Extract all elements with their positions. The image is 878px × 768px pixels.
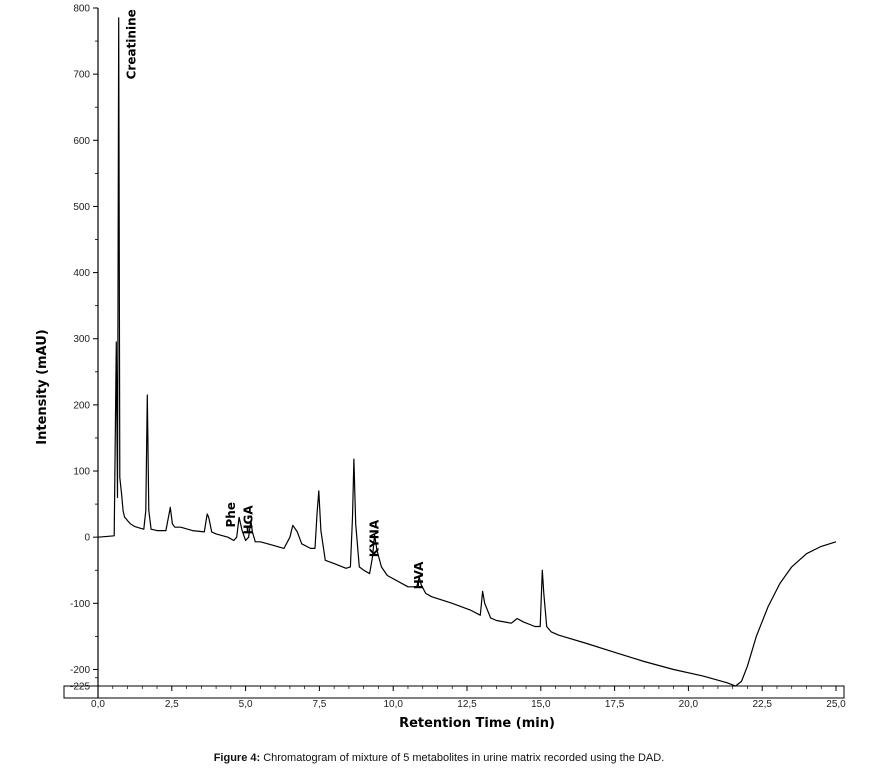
y-tick-label: 400 (73, 268, 90, 279)
peak-label-hga: HGA (241, 505, 255, 535)
peak-label-phe: Phe (224, 502, 238, 527)
y-tick-label: 0 (84, 533, 90, 544)
y-tick-label: -200 (70, 665, 90, 676)
series (97, 17, 837, 687)
figure-caption-text: Chromatogram of mixture of 5 metabolites… (260, 752, 665, 764)
figure-caption-prefix: Figure 4: (213, 752, 261, 764)
x-tick-label: 7,5 (312, 699, 326, 710)
x-tick-label: 25,0 (826, 699, 846, 710)
y-tick-label: 800 (73, 4, 90, 15)
y-tick-label: -225 (70, 682, 90, 693)
y-tick-label: 500 (73, 202, 90, 213)
x-tick-label: 20,0 (679, 699, 699, 710)
peak-label-hva: HVA (412, 561, 426, 590)
peak-label-kyna: KYNA (368, 519, 382, 557)
ticks: -225 -200 -100 0 100 200 300 400 500 600 700 800 0,0… (70, 4, 846, 711)
x-tick-label: 12,5 (457, 699, 477, 710)
y-tick-label: 600 (73, 136, 90, 147)
axis-titles: Retention Time (min) Intensity (mAU) (35, 329, 555, 731)
y-tick-label: 300 (73, 334, 90, 345)
y-tick-label: 200 (73, 400, 90, 411)
x-axis-title: Retention Time (min) (399, 716, 555, 731)
y-tick-label: 700 (73, 70, 90, 81)
y-tick-label: -100 (70, 599, 90, 610)
x-tick-label: 5,0 (239, 699, 253, 710)
y-tick-label: 100 (73, 467, 90, 478)
axes (63, 8, 845, 699)
x-tick-label: 10,0 (383, 699, 403, 710)
figure-caption: Figure 4: Chromatogram of mixture of 5 m… (0, 752, 878, 764)
x-tick-label: 22,5 (752, 699, 772, 710)
x-tick-label: 2,5 (165, 699, 179, 710)
chromatogram-trace (97, 17, 837, 687)
x-tick-label: 0,0 (91, 699, 105, 710)
x-axis-frame (63, 685, 845, 699)
peak-annotations: Creatinine Phe HGA KYNA HVA (124, 9, 426, 589)
peak-label-creatinine: Creatinine (124, 9, 138, 79)
y-axis-title: Intensity (mAU) (35, 329, 50, 444)
x-tick-label: 17,5 (605, 699, 625, 710)
x-tick-label: 15,0 (531, 699, 551, 710)
